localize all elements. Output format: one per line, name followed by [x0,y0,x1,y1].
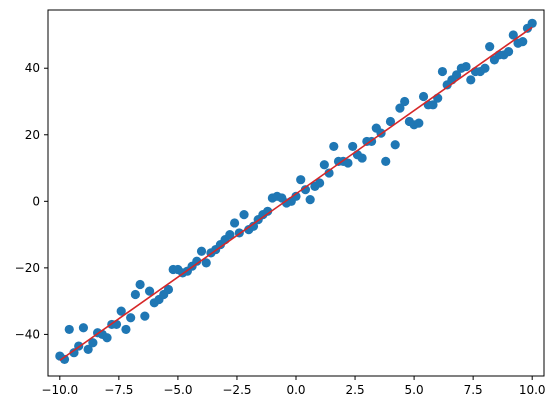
data-point [130,289,140,300]
data-point [503,46,514,57]
x-axis: −10.0 −7.5 −5.0 −2.5 0.0 2.5 5.0 7.5 10.0 [41,376,546,397]
data-point [348,141,358,152]
data-point [305,195,315,205]
data-point [343,158,353,168]
x-tick-label: 7.5 [464,383,483,397]
data-point [414,118,424,128]
data-point [296,175,306,185]
x-tick-label: −5.0 [163,383,192,397]
data-point [485,42,495,52]
data-point [381,156,391,166]
data-point [69,348,79,358]
data-point [144,286,155,296]
data-point [140,311,150,321]
data-point [88,338,98,348]
data-point [527,18,537,28]
data-point [390,140,400,150]
data-point [263,206,273,216]
x-tick-label: 2.5 [346,383,365,397]
data-point [126,313,136,323]
x-tick-label: 10.0 [519,383,546,397]
data-point [480,63,490,73]
y-axis: −40 −20 0 20 40 [15,61,48,341]
y-tick-label: −20 [15,261,40,275]
data-point [64,324,74,335]
x-tick-label: −2.5 [222,383,251,397]
fit-line [59,26,533,362]
data-point [78,323,89,333]
data-point [225,229,235,240]
data-point [319,160,329,170]
x-tick-label: −10.0 [41,383,78,397]
data-point [116,306,126,316]
y-tick-label: 20 [25,128,40,142]
y-tick-label: 0 [32,194,40,208]
data-point [239,210,249,220]
scatter-series [55,18,537,364]
data-point [248,221,259,231]
y-tick-label: −40 [15,327,40,341]
data-point [324,168,334,178]
data-point [433,93,443,103]
data-point [329,141,339,152]
data-point [357,153,367,163]
fit-line-series [59,26,533,362]
data-point [508,30,518,40]
data-point [196,246,207,256]
data-point [229,218,240,228]
data-point [385,116,396,127]
x-tick-label: 0.0 [286,383,305,397]
y-tick-label: 40 [25,61,40,75]
data-point [192,256,202,266]
x-tick-label: −7.5 [104,383,133,397]
data-point [437,66,448,77]
data-point [135,279,145,290]
data-point [300,185,311,195]
data-point [163,284,174,295]
data-point [59,354,70,364]
data-point [121,324,131,335]
data-point [291,191,301,201]
data-point [102,333,112,343]
data-point [201,258,211,268]
data-point [466,75,476,85]
x-tick-label: 5.0 [405,383,424,397]
data-point [395,103,405,113]
data-point [428,100,438,110]
data-point [452,70,462,80]
data-point [315,178,325,188]
data-point [461,61,471,72]
data-point [83,344,93,354]
data-point [400,96,410,107]
data-point [518,37,528,47]
data-point [418,91,429,102]
